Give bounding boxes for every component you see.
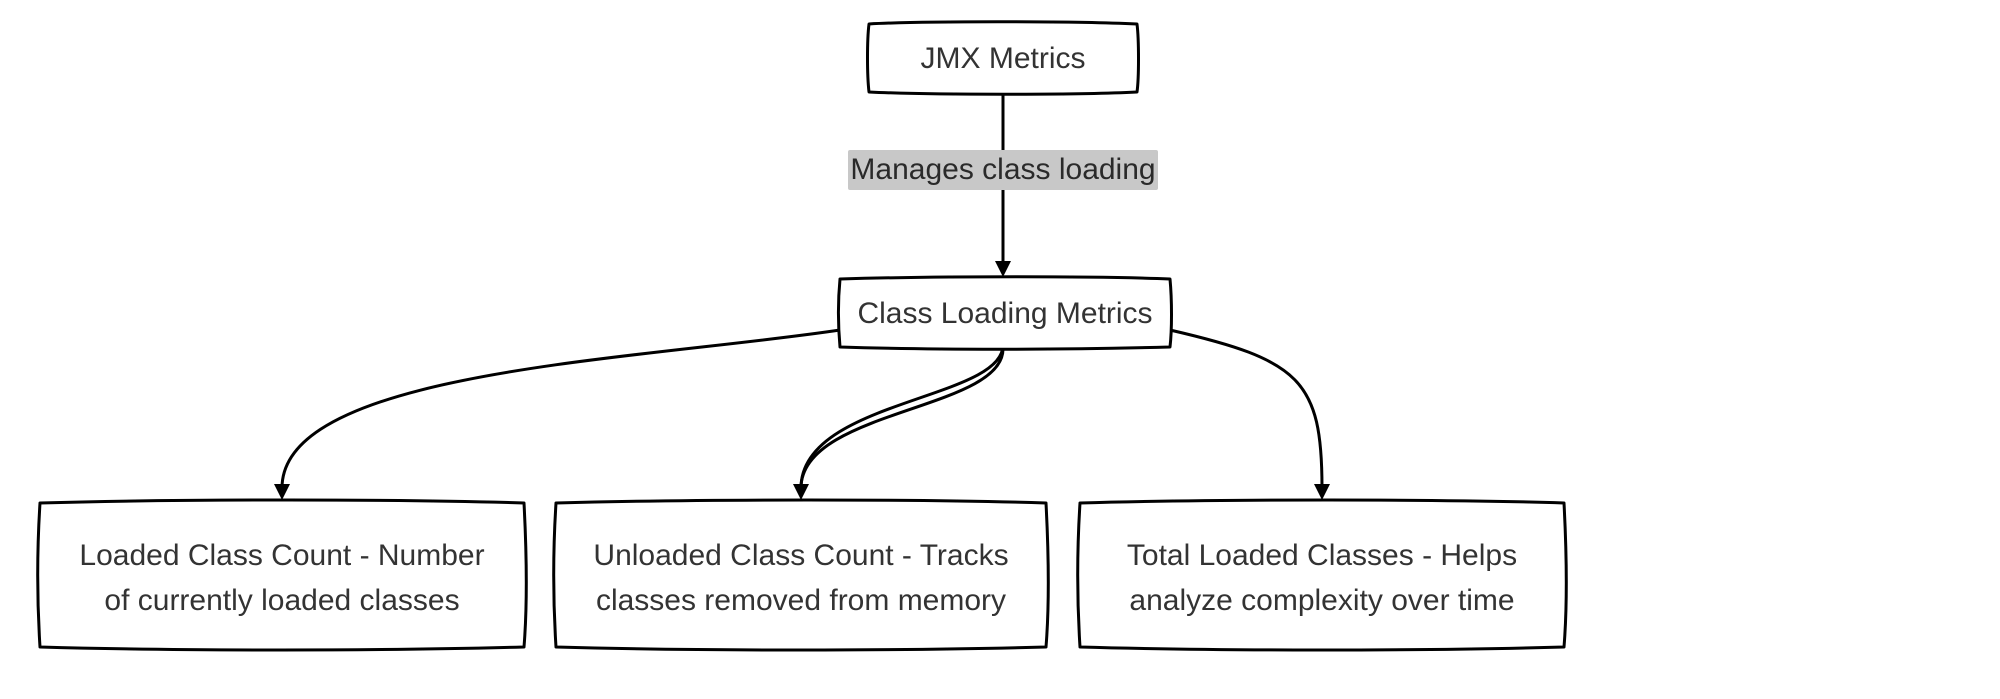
node-mid-label: Class Loading Metrics (857, 297, 1152, 330)
node-leaf2-line1: Unloaded Class Count - Tracks (593, 539, 1008, 572)
edge-mid-leaf2-final (801, 349, 1003, 488)
node-leaf2-line2: classes removed from memory (596, 584, 1006, 617)
node-leaf1-line1: Loaded Class Count - Number (79, 539, 484, 572)
edge-mid-leaf3 (1170, 330, 1322, 488)
node-leaf3-line2: analyze complexity over time (1129, 584, 1514, 617)
edge-label-text: Manages class loading (850, 153, 1155, 186)
node-leaf3-line1: Total Loaded Classes - Helps (1127, 539, 1517, 572)
edge-mid-leaf2 (801, 345, 1003, 488)
diagram-canvas: Manages class loading JMX Metrics Class … (0, 0, 2000, 699)
edge-mid-leaf2-arrow (793, 484, 809, 500)
node-root-label: JMX Metrics (921, 42, 1086, 75)
edge-mid-leaf3-arrow (1314, 484, 1330, 500)
edge-root-mid-arrow (995, 261, 1011, 277)
node-leaf1 (38, 500, 527, 650)
node-leaf2 (554, 500, 1049, 650)
node-leaf3 (1078, 500, 1567, 650)
edge-mid-leaf1 (282, 330, 840, 488)
edge-mid-leaf1-arrow (274, 484, 290, 500)
node-leaf1-line2: of currently loaded classes (104, 584, 459, 617)
